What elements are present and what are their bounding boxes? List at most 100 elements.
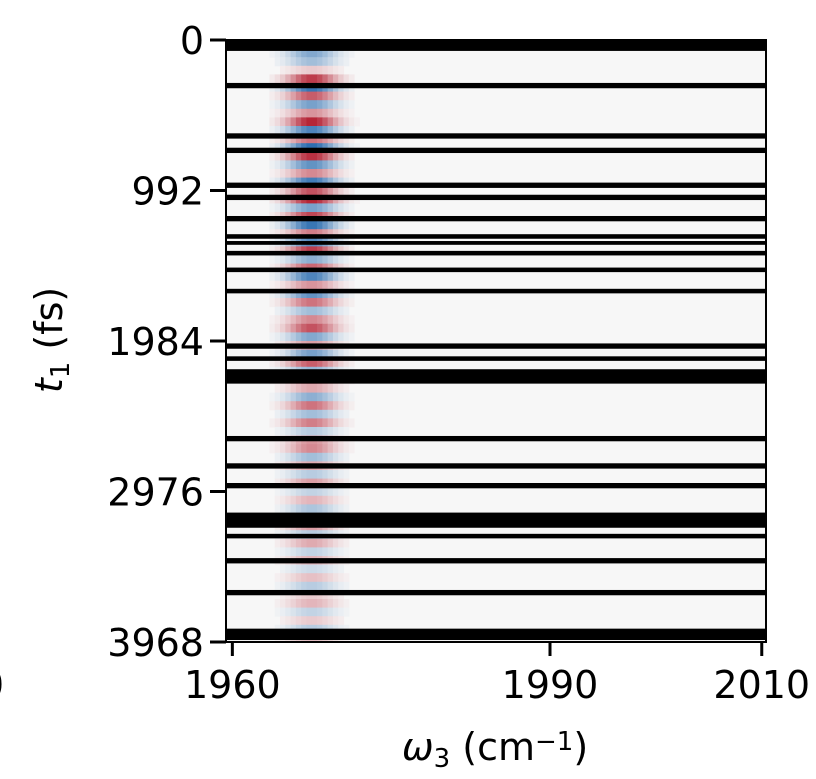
heatmap-cell [311, 564, 318, 574]
heatmap-cell [327, 289, 334, 299]
heatmap-cell [269, 220, 276, 230]
heatmap-cell [317, 547, 323, 557]
heatmap-cell [327, 74, 334, 84]
heatmap-cell [280, 581, 286, 591]
y-axis-label: t1 (fs) [27, 287, 76, 393]
heatmap-cell [306, 564, 313, 574]
heatmap-cell [322, 186, 329, 196]
heatmap-cell [348, 203, 355, 213]
heatmap-cell [322, 418, 329, 428]
x-axis-label-unit: (cm [450, 725, 535, 769]
x-axis-label-unit-close: ) [573, 725, 588, 769]
heatmap-cell [338, 452, 345, 462]
heatmap-cell [290, 323, 297, 333]
heatmap-cell [269, 272, 276, 282]
heatmap-cell [311, 160, 318, 170]
heatmap-cell [317, 487, 323, 497]
heatmap-cell [280, 298, 286, 308]
heatmap-cell [317, 65, 323, 75]
heatmap-cell [280, 134, 286, 144]
heatmap-cell [317, 151, 323, 161]
heatmap-cell [295, 203, 302, 213]
heatmap-cell [343, 255, 350, 265]
heatmap-cell [295, 470, 302, 480]
heatmap-cell [274, 186, 281, 196]
heatmap-cell [332, 255, 339, 265]
heatmap-cell [295, 332, 302, 342]
heatmap-cell [274, 315, 281, 325]
heatmap-cell [301, 186, 307, 196]
heatmap-cell [280, 100, 286, 110]
x-axis-label-symbol: ω [402, 725, 434, 769]
heatmap-cell [295, 48, 302, 58]
heatmap-cell [343, 452, 350, 462]
heatmap-cell [317, 418, 323, 428]
heatmap-cell [285, 581, 292, 591]
heatmap-cell [285, 401, 292, 411]
heatmap-cell [306, 151, 313, 161]
heatmap-cell [285, 220, 292, 230]
heatmap-cell [338, 616, 345, 626]
heatmap-cell [301, 332, 307, 342]
heatmap-cell [280, 384, 286, 394]
heatmap-cell [322, 616, 329, 626]
heatmap-cell [317, 220, 323, 230]
heatmap-cell [306, 392, 313, 402]
heatmap-cell [322, 65, 329, 75]
heatmap-cell [269, 117, 276, 127]
heatmap-cell [295, 418, 302, 428]
heatmap-cell [285, 323, 292, 333]
heatmap-cell [290, 186, 297, 196]
heatmap-cell [311, 401, 318, 411]
heatmap-cell [317, 599, 323, 609]
heatmap-cell [322, 470, 329, 480]
heatmap-cell [274, 470, 281, 480]
heatmap-cell [301, 74, 307, 84]
heatmap-cell [269, 418, 276, 428]
heatmap-cell [280, 495, 286, 505]
heatmap-cell [317, 126, 323, 136]
heatmap-cell [306, 452, 313, 462]
heatmap-cell [338, 332, 345, 342]
heatmap-cell [285, 487, 292, 497]
heatmap-cell [322, 323, 329, 333]
heatmap-cell [274, 538, 281, 548]
heatmap-cell [332, 323, 339, 333]
heatmap-cell [322, 564, 329, 574]
heatmap-cell [306, 323, 313, 333]
heatmap-cell [348, 444, 355, 454]
heatmap-cell [306, 160, 313, 170]
heatmap-cell [274, 573, 281, 583]
heatmap-cell [280, 126, 286, 136]
heatmap-cell [338, 203, 345, 213]
heatmap-cell [332, 169, 339, 179]
heatmap-cell [343, 418, 350, 428]
heatmap-cell [306, 306, 313, 316]
heatmap-cell [343, 427, 350, 437]
x-tick-label: 1960 [184, 663, 281, 707]
heatmap-cell [301, 203, 307, 213]
heatmap-cell [280, 160, 286, 170]
heatmap-cell [269, 444, 276, 454]
heatmap-cell [332, 315, 339, 325]
heatmap-cell [348, 117, 355, 127]
heatmap-cell [322, 427, 329, 437]
heatmap-cell [317, 48, 323, 58]
heatmap-cell [295, 349, 302, 359]
heatmap-cell [295, 444, 302, 454]
heatmap-cell [280, 392, 286, 402]
heatmap-cell [295, 573, 302, 583]
heatmap-cell [317, 384, 323, 394]
heatmap-cell [338, 538, 345, 548]
heatmap-cell [290, 470, 297, 480]
heatmap-cell [343, 504, 350, 514]
heatmap-cell [274, 203, 281, 213]
heatmap-cell [338, 418, 345, 428]
heatmap-cell [269, 91, 276, 101]
heatmap-cell [306, 126, 313, 136]
heatmap-cell [280, 418, 286, 428]
masked-row [226, 483, 766, 489]
heatmap-cell [343, 126, 350, 136]
heatmap-cell [327, 384, 334, 394]
heatmap-cell [295, 401, 302, 411]
